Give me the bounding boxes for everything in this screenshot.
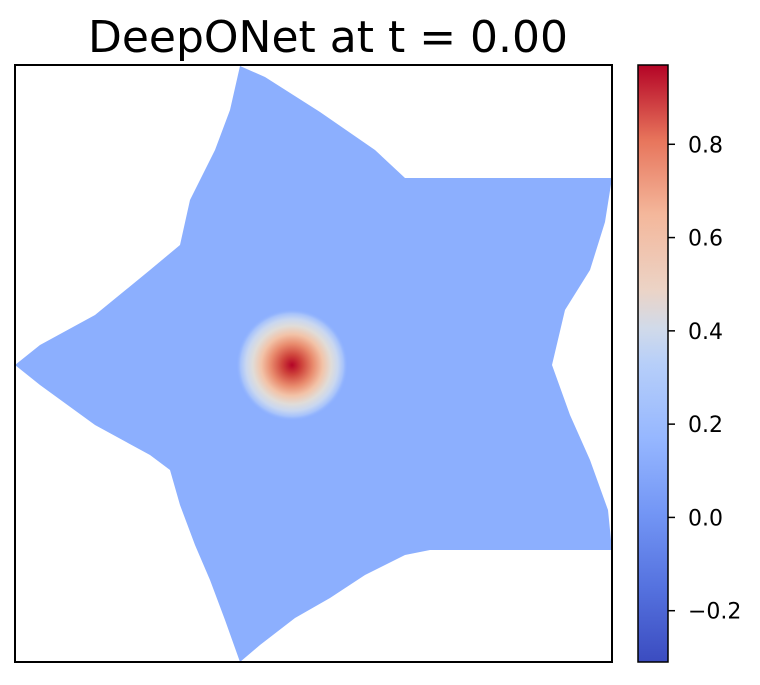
colorbar-tick-label: 0.4 [688,320,723,345]
peak-blob [236,309,348,421]
colorbar-ticks: −0.2 0.0 0.2 0.4 0.6 0.8 [668,133,741,625]
colorbar-tick-label: 0.6 [688,227,723,252]
plot-area [15,65,612,662]
colorbar-tick-label: −0.2 [688,600,741,625]
colorbar-tick-label: 0.0 [688,506,723,531]
colorbar: −0.2 0.0 0.2 0.4 0.6 0.8 [637,64,741,663]
chart-title: DeepONet at t = 0.00 [88,12,568,63]
plot-frame [14,64,613,663]
colorbar-tick-label: 0.2 [688,413,723,438]
colorbar-gradient [638,65,668,662]
colorbar-tick-label: 0.8 [688,133,723,158]
colorbar-frame [637,64,669,663]
